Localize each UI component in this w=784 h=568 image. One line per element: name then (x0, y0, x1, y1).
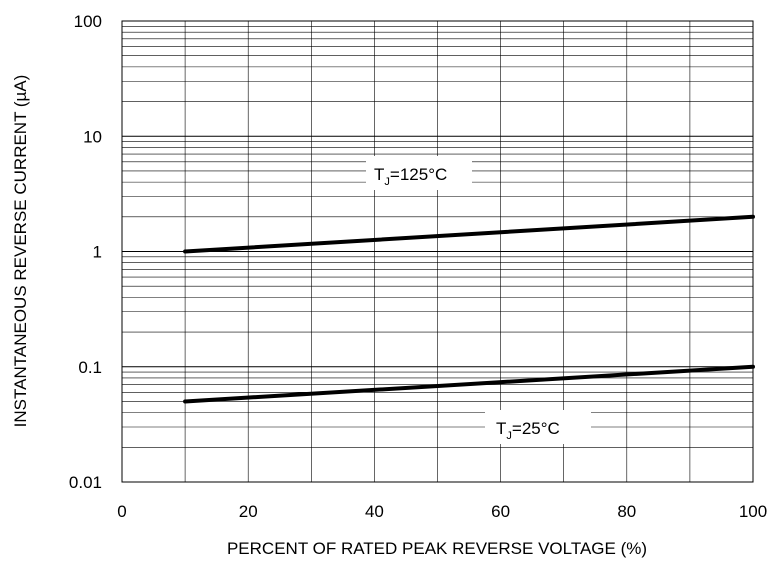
series-label-125: TJ=125°C (366, 156, 472, 190)
series-label-125-prefix: T (374, 165, 384, 184)
series-label-25-value: =25 (512, 419, 541, 438)
series-lines (183, 214, 755, 404)
series-label-125-subscript: J (384, 176, 390, 188)
x-tick-label: 60 (491, 502, 510, 521)
x-tick-labels: 0 20 40 60 80 100 (117, 502, 767, 521)
x-axis-label: PERCENT OF RATED PEAK REVERSE VOLTAGE (%… (227, 539, 647, 558)
series-label-125-text: TJ=125°C (374, 165, 447, 188)
y-tick-label: 1 (93, 243, 102, 262)
x-tick-label: 80 (617, 502, 636, 521)
y-tick-label: 0.1 (78, 358, 102, 377)
y-tick-label: 0.01 (69, 473, 102, 492)
series-label-25-prefix: T (496, 419, 506, 438)
x-tick-label: 100 (739, 502, 767, 521)
grid-minor (122, 21, 753, 482)
series-label-125-value: =125 (390, 165, 428, 184)
series-line-1 (183, 364, 755, 404)
y-tick-labels: 0.01 0.1 1 10 100 (69, 12, 102, 492)
x-tick-label: 40 (365, 502, 384, 521)
series-label-25: TJ=25°C (485, 410, 591, 444)
series-label-25-text: TJ=25°C (496, 419, 560, 442)
series-label-25-unit: °C (541, 419, 560, 438)
series-label-125-unit: °C (428, 165, 447, 184)
plot-frame (121, 20, 754, 483)
y-axis-label: INSTANTANEOUS REVERSE CURRENT (µA) (11, 75, 30, 428)
x-tick-label: 20 (239, 502, 258, 521)
y-tick-label: 10 (83, 127, 102, 146)
x-tick-label: 0 (117, 502, 126, 521)
series-label-125-background (366, 156, 472, 190)
series-label-25-subscript: J (506, 430, 512, 442)
series-label-25-background (485, 410, 591, 444)
y-tick-label: 100 (74, 12, 102, 31)
series-line-0 (183, 214, 755, 254)
